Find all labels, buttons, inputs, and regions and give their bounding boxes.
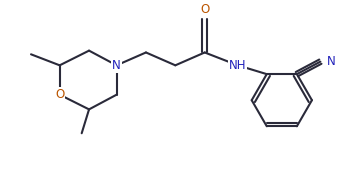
Text: N: N (327, 55, 336, 68)
Text: N: N (112, 59, 121, 72)
Text: O: O (55, 88, 64, 101)
Text: NH: NH (229, 59, 247, 72)
Text: O: O (200, 3, 209, 17)
